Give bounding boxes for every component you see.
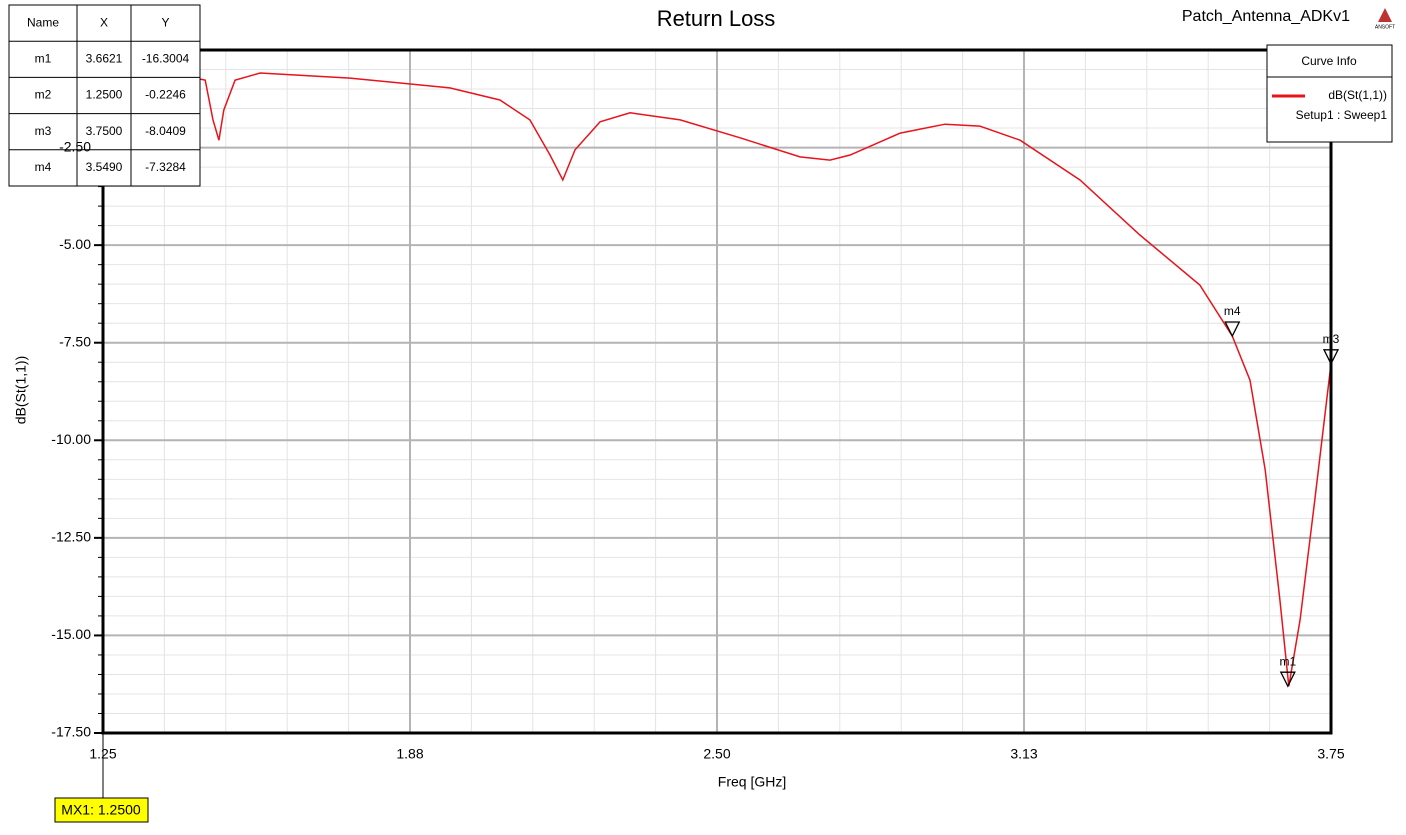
logo-icon	[1378, 8, 1392, 22]
table-cell: -16.3004	[142, 51, 190, 65]
x-tick-label: 1.25	[89, 746, 116, 762]
table-cell: 3.7500	[86, 124, 123, 138]
y-tick-label: -15.00	[51, 626, 91, 642]
table-cell: m4	[35, 160, 52, 174]
table-cell: 1.2500	[86, 88, 123, 102]
legend-entry: dB(St(1,1))	[1328, 88, 1387, 102]
marker-label: m1	[1279, 654, 1296, 668]
x-tick-label: 2.50	[703, 746, 730, 762]
cursor-label: MX1: 1.2500	[61, 802, 141, 818]
table-bg	[8, 4, 201, 187]
line-series	[102, 57, 1332, 687]
table-cell: X	[100, 15, 108, 29]
table-cell: Name	[27, 15, 59, 29]
legend-title: Curve Info	[1301, 54, 1357, 68]
marker-label: m4	[1224, 304, 1241, 318]
project-name: Patch_Antenna_ADKv1	[1182, 8, 1350, 25]
plot-frame	[101, 48, 1333, 735]
x-axis-label: Freq [GHz]	[718, 774, 786, 790]
chart-title: Return Loss	[657, 6, 776, 31]
table-cell: m2	[35, 88, 52, 102]
legend: Curve Info dB(St(1,1)) Setup1 : Sweep1	[1266, 44, 1393, 143]
legend-subtitle: Setup1 : Sweep1	[1296, 108, 1388, 122]
x-tick-label: 3.75	[1317, 746, 1344, 762]
table-cell: -8.0409	[145, 124, 186, 138]
y-tick-label: -5.00	[59, 236, 91, 252]
marker-table: Name X Ym1 3.6621 -16.3004 m2 1.2500 -0.2246 m3 3…	[8, 4, 201, 187]
table-cell: 3.6621	[86, 51, 123, 65]
legend-box	[1266, 44, 1393, 143]
marker	[1224, 321, 1241, 338]
y-tick-label: -10.00	[51, 431, 91, 447]
cursor-box	[54, 797, 149, 823]
table-cell: m3	[35, 124, 52, 138]
y-axis-label: dB(St(1,1))	[13, 356, 29, 424]
y-tick-label: -2.50	[59, 138, 91, 154]
x-tick-label: 1.88	[396, 746, 423, 762]
y-tick-label: -12.50	[51, 529, 91, 545]
marker	[1279, 671, 1296, 688]
grid	[94, 50, 1332, 734]
table-cell: 3.5490	[86, 160, 123, 174]
table-cell: Y	[161, 15, 169, 29]
logo-text: ANSOFT	[1375, 24, 1395, 30]
table-cell: -0.2246	[145, 88, 186, 102]
table-cell: m1	[35, 51, 52, 65]
table-cell: -7.3284	[145, 160, 186, 174]
y-tick-label: -17.50	[51, 724, 91, 740]
y-tick-label: -7.50	[59, 333, 91, 349]
x-tick-label: 3.13	[1010, 746, 1037, 762]
